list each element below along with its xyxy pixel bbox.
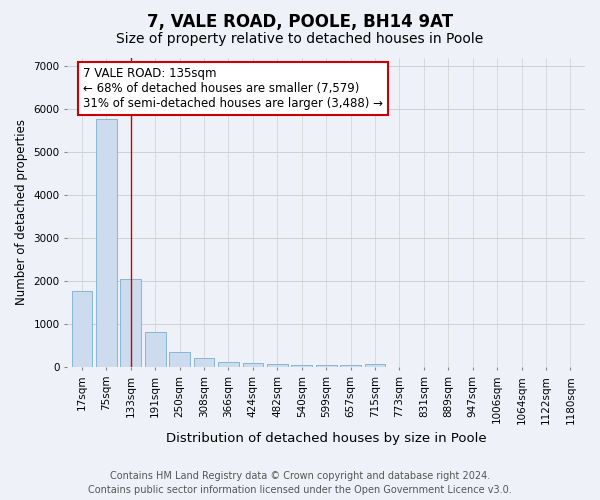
Bar [267,364,287,368]
Bar [145,332,166,368]
Bar [96,120,117,368]
Bar [71,290,92,368]
Text: Contains HM Land Registry data © Crown copyright and database right 2024.
Contai: Contains HM Land Registry data © Crown c… [88,471,512,495]
Text: Size of property relative to detached houses in Poole: Size of property relative to detached ho… [116,32,484,46]
Bar [292,365,312,368]
Bar [169,352,190,368]
Bar [194,358,214,368]
Text: 7, VALE ROAD, POOLE, BH14 9AT: 7, VALE ROAD, POOLE, BH14 9AT [147,12,453,30]
Bar [121,279,141,368]
Y-axis label: Number of detached properties: Number of detached properties [15,120,28,306]
Bar [242,364,263,368]
Bar [340,366,361,368]
Text: 7 VALE ROAD: 135sqm
← 68% of detached houses are smaller (7,579)
31% of semi-det: 7 VALE ROAD: 135sqm ← 68% of detached ho… [83,67,383,110]
Bar [218,362,239,368]
Bar [316,365,337,368]
Bar [365,364,385,368]
X-axis label: Distribution of detached houses by size in Poole: Distribution of detached houses by size … [166,432,487,445]
